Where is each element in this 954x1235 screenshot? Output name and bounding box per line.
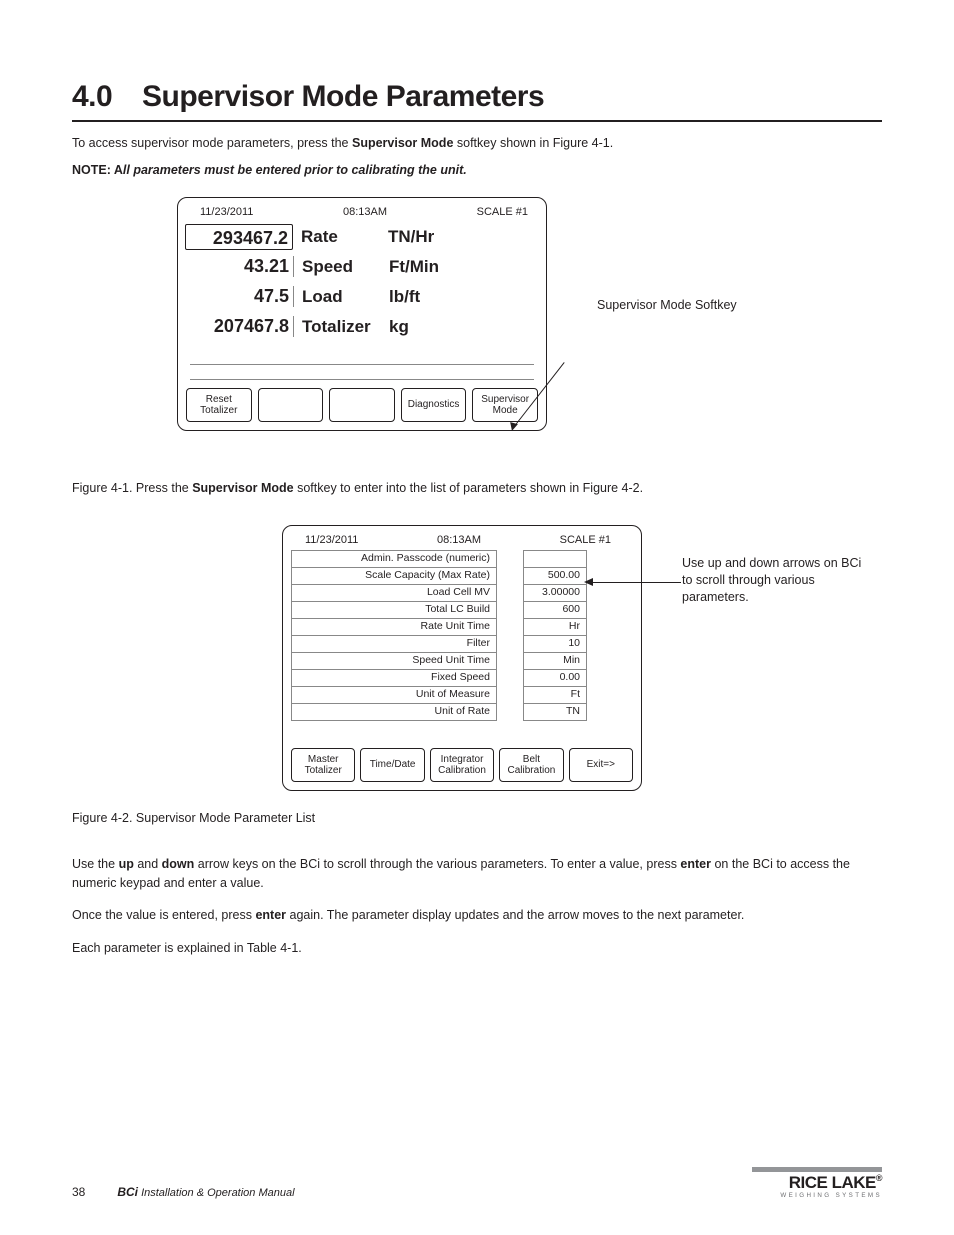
data-row: 293467.2 Rate TN/Hr: [186, 222, 538, 252]
page-footer: 38 BCi Installation & Operation Manual R…: [72, 1167, 882, 1199]
arrowhead-icon: [584, 578, 593, 586]
pointer-line: [591, 582, 681, 583]
unit: Ft/Min: [389, 257, 439, 277]
unit: lb/ft: [389, 287, 420, 307]
param-row: Fixed Speed 0.00: [291, 669, 633, 687]
param-label: Speed Unit Time: [291, 652, 497, 670]
label: Speed: [294, 257, 389, 277]
softkey-belt-calibration[interactable]: Belt Calibration: [499, 748, 563, 782]
chapter-title: 4.0Supervisor Mode Parameters: [72, 80, 882, 122]
param-row: Total LC Build 600: [291, 601, 633, 619]
value: 207467.8: [186, 316, 294, 337]
param-row: Rate Unit Time Hr: [291, 618, 633, 636]
param-value: 0.00: [523, 669, 587, 687]
screen2-softkeys: Master Totalizer Time/Date Integrator Ca…: [291, 748, 633, 782]
intro-line: To access supervisor mode parameters, pr…: [72, 134, 882, 153]
param-label: Scale Capacity (Max Rate): [291, 567, 497, 585]
param-label: Unit of Rate: [291, 703, 497, 721]
screen2-date: 11/23/2011: [305, 534, 358, 546]
param-value: Ft: [523, 686, 587, 704]
softkey-diagnostics[interactable]: Diagnostics: [401, 388, 467, 422]
screen2-callout: Use up and down arrows on BCi to scroll …: [682, 555, 862, 606]
param-row: Filter 10: [291, 635, 633, 653]
unit: kg: [389, 317, 409, 337]
value: 47.5: [186, 286, 294, 307]
screen2-params: Admin. Passcode (numeric) Scale Capacity…: [291, 550, 633, 721]
param-value: 500.00: [523, 567, 587, 585]
param-row: Unit of Measure Ft: [291, 686, 633, 704]
param-label: Fixed Speed: [291, 669, 497, 687]
book-title-rest: Installation & Operation Manual: [138, 1187, 295, 1199]
figure1-caption: Figure 4-1. Press the Supervisor Mode so…: [72, 481, 882, 495]
param-row: Unit of Rate TN: [291, 703, 633, 721]
screen1-callout: Supervisor Mode Softkey: [597, 297, 757, 313]
value: 43.21: [186, 256, 294, 277]
paragraph: Use the up and down arrow keys on the BC…: [72, 855, 882, 893]
label: Load: [294, 287, 389, 307]
param-value: Hr: [523, 618, 587, 636]
param-row: Scale Capacity (Max Rate) 500.00: [291, 567, 633, 585]
footer-left: 38 BCi Installation & Operation Manual: [72, 1185, 295, 1199]
label: Totalizer: [294, 317, 389, 337]
screen2-figure: 11/23/2011 08:13AM SCALE #1 Admin. Passc…: [282, 525, 942, 791]
screen1-rows: 293467.2 Rate TN/Hr 43.21 Speed Ft/Min 4…: [186, 222, 538, 342]
logo-bar: [752, 1167, 882, 1172]
screen1-figure: 11/23/2011 08:13AM SCALE #1 293467.2 Rat…: [177, 197, 777, 431]
book-title-italic: BCi: [117, 1185, 138, 1199]
param-value: 600: [523, 601, 587, 619]
param-row: Speed Unit Time Min: [291, 652, 633, 670]
logo-name: RICE LAKE®: [752, 1174, 882, 1191]
screen1-date: 11/23/2011: [200, 206, 253, 218]
screen2-panel: 11/23/2011 08:13AM SCALE #1 Admin. Passc…: [282, 525, 642, 791]
screen2-scale: SCALE #1: [560, 534, 611, 546]
param-value: 3.00000: [523, 584, 587, 602]
screen2-header: 11/23/2011 08:13AM SCALE #1: [291, 534, 633, 550]
param-value: 10: [523, 635, 587, 653]
softkey-master-totalizer[interactable]: Master Totalizer: [291, 748, 355, 782]
param-value: [523, 550, 587, 568]
rice-lake-logo: RICE LAKE® WEIGHING SYSTEMS: [752, 1167, 882, 1199]
screen1-softkeys: Reset Totalizer Diagnostics Supervisor M…: [186, 388, 538, 422]
data-row: 43.21 Speed Ft/Min: [186, 252, 538, 282]
data-row: 47.5 Load lb/ft: [186, 282, 538, 312]
value: 293467.2: [185, 224, 293, 250]
screen1-subbar: [190, 364, 534, 380]
paragraph: Each parameter is explained in Table 4-1…: [72, 939, 882, 958]
param-row: Load Cell MV 3.00000: [291, 584, 633, 602]
softkey-blank[interactable]: [258, 388, 324, 422]
screen1-scale: SCALE #1: [477, 206, 528, 218]
param-label: Unit of Measure: [291, 686, 497, 704]
softkey-exit[interactable]: Exit=>: [569, 748, 633, 782]
data-row: 207467.8 Totalizer kg: [186, 312, 538, 342]
unit: TN/Hr: [388, 227, 434, 247]
param-row: Admin. Passcode (numeric): [291, 550, 633, 568]
param-label: Rate Unit Time: [291, 618, 497, 636]
softkey-integrator-calibration[interactable]: Integrator Calibration: [430, 748, 494, 782]
screen1-time: 08:13AM: [343, 206, 387, 218]
paragraph: Once the value is entered, press enter a…: [72, 906, 882, 925]
screen2-time: 08:13AM: [437, 534, 481, 546]
softkey-time-date[interactable]: Time/Date: [360, 748, 424, 782]
param-label: Filter: [291, 635, 497, 653]
note-line: NOTE: All parameters must be entered pri…: [72, 163, 882, 177]
page-number: 38: [72, 1185, 114, 1199]
param-label: Load Cell MV: [291, 584, 497, 602]
screen1-header: 11/23/2011 08:13AM SCALE #1: [186, 206, 538, 222]
chapter-number: 4.0: [72, 80, 142, 114]
softkey-supervisor-mode[interactable]: Supervisor Mode: [472, 388, 538, 422]
param-value: Min: [523, 652, 587, 670]
softkey-blank[interactable]: [329, 388, 395, 422]
param-value: TN: [523, 703, 587, 721]
param-label: Admin. Passcode (numeric): [291, 550, 497, 568]
screen1-panel: 11/23/2011 08:13AM SCALE #1 293467.2 Rat…: [177, 197, 547, 431]
logo-tagline: WEIGHING SYSTEMS: [752, 1192, 882, 1199]
param-label: Total LC Build: [291, 601, 497, 619]
label: Rate: [293, 227, 388, 247]
softkey-reset-totalizer[interactable]: Reset Totalizer: [186, 388, 252, 422]
figure2-caption: Figure 4-2. Supervisor Mode Parameter Li…: [72, 811, 882, 825]
chapter-text: Supervisor Mode Parameters: [142, 80, 544, 113]
